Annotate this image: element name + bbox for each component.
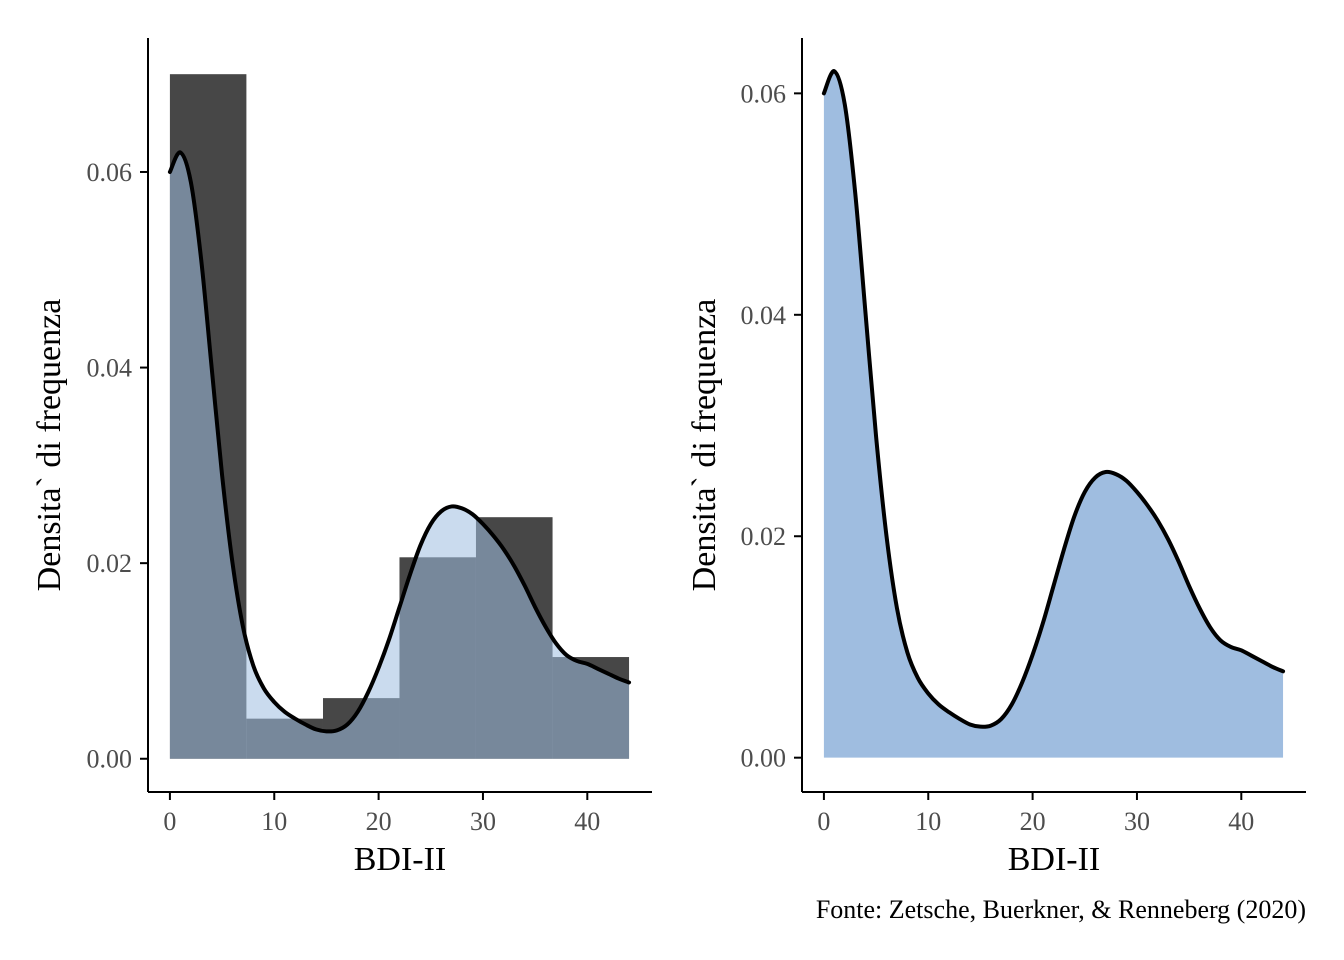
right-panel-density: 0.00 0.02 0.04 0.06 0 10 20 30 40 BDI-II Densita` …	[686, 38, 1306, 878]
x-tick-label: 0	[163, 807, 176, 836]
x-tick-label: 20	[366, 807, 392, 836]
source-caption: Fonte: Zetsche, Buerkner, & Renneberg (2…	[816, 895, 1306, 924]
x-tick-label: 40	[1228, 807, 1254, 836]
y-tick-label: 0.02	[741, 522, 787, 551]
density-line	[821, 69, 1286, 729]
y-axis-title: Densita` di frequenza	[31, 299, 68, 592]
x-tick-label: 20	[1020, 807, 1046, 836]
x-axis-title: BDI-II	[354, 841, 447, 878]
y-tick-label: 0.00	[741, 744, 787, 773]
y-tick-label: 0.04	[87, 354, 133, 383]
y-tick-label: 0.04	[741, 301, 787, 330]
x-tick-label: 10	[915, 807, 941, 836]
density-line	[167, 150, 632, 734]
y-tick-label: 0.02	[87, 549, 133, 578]
y-tick-label: 0.00	[87, 745, 133, 774]
left-panel-histogram-density: 0.00 0.02 0.04 0.06 0 10 20 30 40 BDI-II Densita` …	[31, 38, 652, 878]
x-tick-label: 40	[574, 807, 600, 836]
x-tick-label: 0	[817, 807, 830, 836]
x-tick-label: 10	[261, 807, 287, 836]
density-area	[169, 152, 630, 759]
x-tick-label: 30	[470, 807, 496, 836]
density-area	[823, 71, 1284, 758]
y-axis-title: Densita` di frequenza	[686, 299, 723, 592]
y-tick-label: 0.06	[87, 158, 133, 187]
x-axis-title: BDI-II	[1008, 841, 1101, 878]
y-tick-label: 0.06	[741, 79, 787, 108]
x-tick-label: 30	[1124, 807, 1150, 836]
